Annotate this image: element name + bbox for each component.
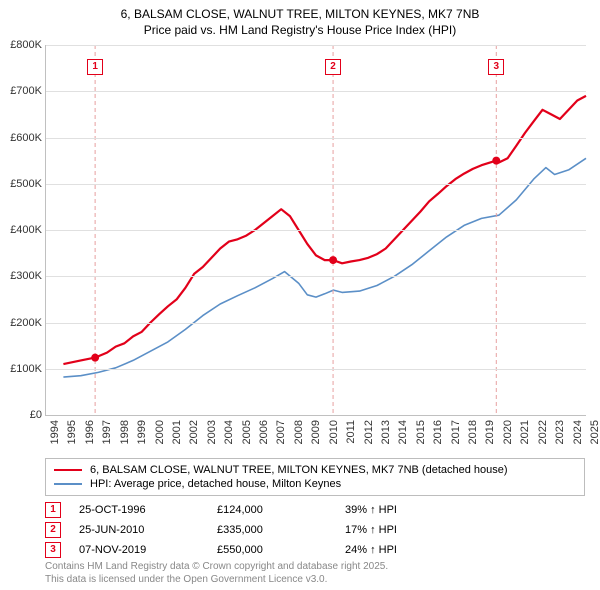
sale-marker-dot xyxy=(91,354,99,362)
plot-area xyxy=(45,45,586,416)
legend-swatch xyxy=(54,483,82,485)
footnote-line-1: Contains HM Land Registry data © Crown c… xyxy=(45,560,585,573)
x-tick-label: 2025 xyxy=(589,420,600,444)
x-tick-label: 2002 xyxy=(188,420,200,444)
gridline xyxy=(46,138,586,139)
x-tick-label: 2018 xyxy=(467,420,479,444)
x-tick-label: 2013 xyxy=(380,420,392,444)
legend-item: HPI: Average price, detached house, Milt… xyxy=(54,477,576,491)
y-tick-label: £500K xyxy=(2,178,42,190)
sales-row: 1 25-OCT-1996 £124,000 39% ↑ HPI xyxy=(45,500,585,520)
x-tick-label: 2003 xyxy=(206,420,218,444)
sale-date: 07-NOV-2019 xyxy=(79,544,199,556)
sales-table: 1 25-OCT-1996 £124,000 39% ↑ HPI 2 25-JUN-201… xyxy=(45,500,585,560)
y-tick-label: £600K xyxy=(2,132,42,144)
sale-row-marker: 1 xyxy=(45,502,61,518)
sale-diff: 39% ↑ HPI xyxy=(345,504,465,516)
x-tick-label: 2024 xyxy=(572,420,584,444)
x-tick-label: 2023 xyxy=(554,420,566,444)
title-line-1: 6, BALSAM CLOSE, WALNUT TREE, MILTON KEY… xyxy=(0,6,600,22)
x-tick-label: 1994 xyxy=(49,420,61,444)
sale-price: £550,000 xyxy=(217,544,327,556)
y-tick-label: £200K xyxy=(2,317,42,329)
gridline xyxy=(46,369,586,370)
y-tick-label: £400K xyxy=(2,224,42,236)
legend-swatch xyxy=(54,469,82,471)
x-tick-label: 2000 xyxy=(154,420,166,444)
x-tick-label: 1997 xyxy=(101,420,113,444)
x-tick-label: 2020 xyxy=(502,420,514,444)
x-tick-label: 2016 xyxy=(432,420,444,444)
legend-label: 6, BALSAM CLOSE, WALNUT TREE, MILTON KEY… xyxy=(90,464,508,476)
x-tick-label: 2012 xyxy=(363,420,375,444)
sale-row-marker: 3 xyxy=(45,542,61,558)
gridline xyxy=(46,184,586,185)
sale-marker-dot xyxy=(329,256,337,264)
x-tick-label: 2017 xyxy=(450,420,462,444)
x-tick-label: 2019 xyxy=(484,420,496,444)
y-tick-label: £700K xyxy=(2,85,42,97)
sale-price: £124,000 xyxy=(217,504,327,516)
x-tick-label: 1995 xyxy=(66,420,78,444)
sale-marker-box: 3 xyxy=(488,59,504,75)
x-tick-label: 2022 xyxy=(537,420,549,444)
footnote: Contains HM Land Registry data © Crown c… xyxy=(45,560,585,586)
sale-marker-dot xyxy=(492,157,500,165)
x-tick-label: 2001 xyxy=(171,420,183,444)
legend-item: 6, BALSAM CLOSE, WALNUT TREE, MILTON KEY… xyxy=(54,463,576,477)
x-tick-label: 2004 xyxy=(223,420,235,444)
title-line-2: Price paid vs. HM Land Registry's House … xyxy=(0,22,600,38)
sale-diff: 24% ↑ HPI xyxy=(345,544,465,556)
gridline xyxy=(46,45,586,46)
sales-row: 3 07-NOV-2019 £550,000 24% ↑ HPI xyxy=(45,540,585,560)
y-tick-label: £0 xyxy=(2,409,42,421)
x-tick-label: 1996 xyxy=(84,420,96,444)
x-tick-label: 2010 xyxy=(328,420,340,444)
sale-date: 25-JUN-2010 xyxy=(79,524,199,536)
x-tick-label: 2011 xyxy=(345,420,357,444)
y-tick-label: £300K xyxy=(2,270,42,282)
footnote-line-2: This data is licensed under the Open Gov… xyxy=(45,573,585,586)
sale-marker-box: 1 xyxy=(87,59,103,75)
sale-row-marker: 2 xyxy=(45,522,61,538)
legend-label: HPI: Average price, detached house, Milt… xyxy=(90,478,341,490)
gridline xyxy=(46,276,586,277)
x-tick-label: 2005 xyxy=(241,420,253,444)
x-tick-label: 1998 xyxy=(119,420,131,444)
chart-container: 6, BALSAM CLOSE, WALNUT TREE, MILTON KEY… xyxy=(0,0,600,590)
y-tick-label: £100K xyxy=(2,363,42,375)
x-tick-label: 2015 xyxy=(415,420,427,444)
series-line xyxy=(63,158,586,377)
sales-row: 2 25-JUN-2010 £335,000 17% ↑ HPI xyxy=(45,520,585,540)
x-tick-label: 2006 xyxy=(258,420,270,444)
x-tick-label: 2014 xyxy=(397,420,409,444)
y-tick-label: £800K xyxy=(2,39,42,51)
gridline xyxy=(46,230,586,231)
x-tick-label: 2021 xyxy=(519,420,531,444)
sale-price: £335,000 xyxy=(217,524,327,536)
sale-date: 25-OCT-1996 xyxy=(79,504,199,516)
gridline xyxy=(46,91,586,92)
gridline xyxy=(46,323,586,324)
sale-marker-box: 2 xyxy=(325,59,341,75)
x-tick-label: 2009 xyxy=(310,420,322,444)
chart-title-block: 6, BALSAM CLOSE, WALNUT TREE, MILTON KEY… xyxy=(0,0,600,38)
sale-diff: 17% ↑ HPI xyxy=(345,524,465,536)
x-tick-label: 2007 xyxy=(275,420,287,444)
x-tick-label: 2008 xyxy=(293,420,305,444)
x-tick-label: 1999 xyxy=(136,420,148,444)
legend: 6, BALSAM CLOSE, WALNUT TREE, MILTON KEY… xyxy=(45,458,585,496)
